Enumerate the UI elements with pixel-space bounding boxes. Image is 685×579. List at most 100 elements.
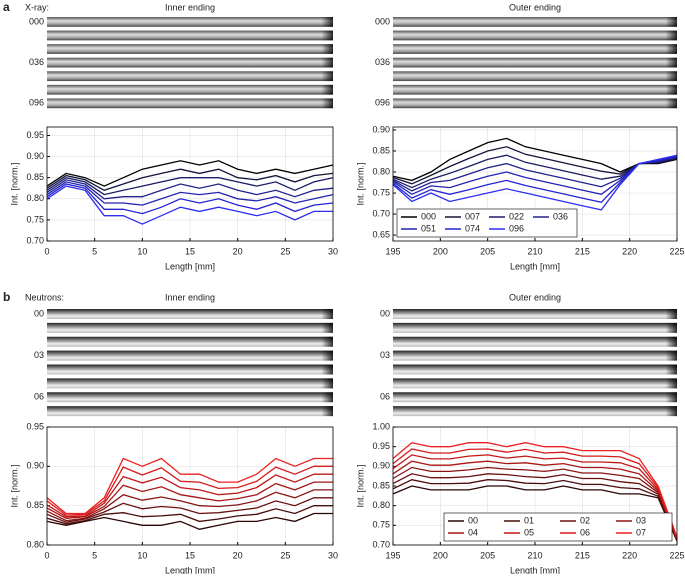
x-tick-label: 215: [575, 246, 590, 256]
legend-label: 02: [580, 515, 590, 525]
strip-edge: [393, 309, 677, 319]
x-axis-label: Length [mm]: [510, 261, 560, 271]
row-label: 00: [34, 308, 44, 318]
data-line: [46, 177, 334, 196]
x-tick-label: 195: [385, 246, 400, 256]
strip-edge: [393, 406, 677, 417]
strip-edge: [47, 30, 333, 41]
y-tick-label: 0.90: [26, 461, 44, 471]
panel-label: b: [3, 290, 10, 304]
data-line: [392, 155, 678, 204]
data-line: [46, 185, 333, 225]
legend-label: 06: [580, 527, 590, 537]
row-label: 036: [29, 57, 44, 67]
x-tick-label: 225: [669, 550, 684, 560]
x-tick-label: 205: [480, 550, 495, 560]
legend-label: 022: [509, 211, 524, 221]
strip-edge: [393, 336, 677, 347]
strip-title: Inner ending: [165, 292, 215, 302]
strip-edge: [393, 350, 677, 361]
y-tick-label: 0.70: [26, 235, 44, 245]
y-tick-label: 0.95: [26, 130, 44, 140]
data-line: [46, 473, 333, 518]
strip-edge: [47, 84, 333, 95]
strip-edge: [47, 322, 333, 333]
data-line: [392, 441, 678, 538]
y-tick-label: 0.80: [372, 500, 390, 510]
strip-edge: [47, 44, 333, 54]
x-tick-label: 25: [280, 550, 290, 560]
y-tick-label: 0.85: [372, 145, 390, 155]
plot-frame: [392, 126, 678, 242]
y-tick-label: 0.85: [372, 480, 390, 490]
x-tick-label: 15: [185, 550, 195, 560]
x-tick-label: 15: [185, 246, 195, 256]
y-tick-label: 0.70: [372, 208, 390, 218]
strip-edge: [393, 378, 677, 389]
y-axis-label: Int. [norm.]: [355, 162, 365, 205]
row-label: 096: [375, 98, 390, 108]
strip-title: Inner ending: [165, 2, 215, 12]
data-line: [46, 497, 333, 523]
strip-title: Outer ending: [509, 292, 561, 302]
strip-edge: [393, 57, 677, 68]
legend-label: 03: [636, 515, 646, 525]
y-tick-label: 0.85: [26, 172, 44, 182]
legend-label: 096: [509, 223, 524, 233]
row-label: 06: [380, 392, 390, 402]
y-tick-label: 0.80: [26, 193, 44, 203]
data-line: [392, 454, 678, 539]
y-tick-label: 0.65: [372, 229, 390, 239]
legend-box: [443, 512, 673, 542]
strip-edge: [47, 406, 333, 417]
strip-edge: [393, 364, 677, 375]
legend-label: 000: [421, 211, 436, 221]
strip-edge: [47, 98, 333, 109]
data-line: [392, 460, 678, 539]
row-label: 03: [380, 350, 390, 360]
y-tick-label: 0.70: [372, 539, 390, 549]
legend-label: 05: [524, 527, 534, 537]
data-line: [46, 489, 333, 522]
probe-label: X-ray:: [25, 2, 49, 12]
data-line: [392, 479, 678, 541]
row-label: 00: [380, 308, 390, 318]
data-line: [46, 457, 333, 515]
strip-edge: [47, 57, 333, 68]
legend-label: 01: [524, 515, 534, 525]
data-line: [392, 473, 678, 541]
y-axis-label: Int. [norm.]: [9, 162, 19, 205]
y-tick-label: 0.90: [372, 124, 390, 134]
y-tick-label: 0.80: [26, 539, 44, 549]
data-line: [46, 168, 334, 192]
x-tick-label: 0: [44, 550, 49, 560]
x-tick-label: 30: [328, 246, 338, 256]
legend-label: 04: [468, 527, 478, 537]
data-line: [46, 160, 334, 187]
strip-edge: [393, 30, 677, 41]
x-tick-label: 5: [92, 246, 97, 256]
x-tick-label: 215: [575, 550, 590, 560]
y-axis-label: Int. [norm.]: [355, 464, 365, 507]
data-line: [46, 179, 334, 200]
data-line: [392, 146, 678, 185]
x-tick-label: 25: [280, 246, 290, 256]
data-line: [392, 155, 678, 196]
y-tick-label: 0.75: [26, 214, 44, 224]
probe-label: Neutrons:: [25, 292, 64, 302]
legend-label: 00: [468, 515, 478, 525]
row-label: 096: [29, 98, 44, 108]
legend-box: [396, 208, 578, 238]
x-tick-label: 195: [385, 550, 400, 560]
strip-edge: [393, 84, 677, 95]
strip-edge: [47, 392, 333, 403]
y-tick-label: 0.80: [372, 166, 390, 176]
data-line: [392, 137, 678, 182]
strip-edge: [393, 71, 677, 82]
data-line: [392, 154, 678, 189]
x-tick-label: 5: [92, 550, 97, 560]
data-line: [46, 465, 333, 516]
x-axis-label: Length [mm]: [510, 565, 560, 574]
legend-label: 07: [636, 527, 646, 537]
